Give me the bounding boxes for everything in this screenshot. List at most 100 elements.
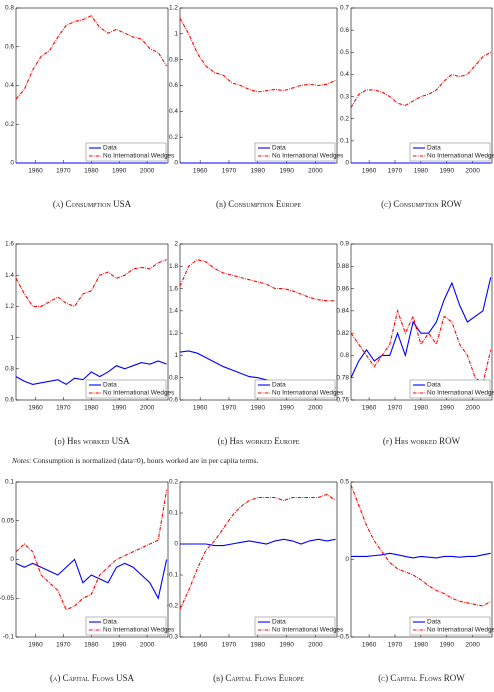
x-tick-label: 1980: [251, 168, 266, 175]
panel: 0 0.2 0.4 0.6 0.8 1960 1970 1980 1990 2000 DataNo …: [5, 5, 175, 209]
panel: 0.6 0.8 1 1.2 1.4 1.6 1.8 2 1960 1970 1980 1990 2000…: [169, 241, 344, 446]
legend-label: No International Wedges: [272, 627, 344, 634]
y-tick-label: 0.86: [336, 285, 349, 292]
y-tick-label: 1.2: [5, 303, 14, 310]
plot-area: [15, 7, 169, 164]
y-tick-label: 0.6: [169, 397, 178, 404]
notes: Notes: Consumption is normalized (data=0…: [11, 456, 259, 465]
caption: (c) Consumption ROW: [381, 199, 462, 209]
x-tick-label: 2000: [465, 405, 480, 412]
legend-label: Data: [272, 382, 286, 389]
y-tick-label: 0: [10, 556, 14, 563]
x-tick-label: 1960: [28, 642, 43, 649]
x-tick-label: 1960: [362, 168, 377, 175]
legend-label: Data: [103, 382, 117, 389]
x-tick-label: 1970: [388, 168, 403, 175]
y-tick-label: 0.2: [340, 115, 349, 122]
legend-label: No International Wedges: [103, 627, 175, 634]
caption: (a) Capital Flows USA: [50, 673, 134, 683]
x-tick-label: 1990: [112, 168, 127, 175]
x-tick-label: 1990: [439, 168, 454, 175]
y-tick-label: 0.88: [336, 263, 349, 270]
x-tick-label: 1970: [56, 168, 71, 175]
y-tick-label: 1.4: [169, 308, 178, 315]
legend-label: No International Wedges: [103, 153, 175, 160]
x-tick-label: 1960: [28, 168, 43, 175]
y-tick-label: 1: [174, 31, 178, 38]
x-tick-label: 2000: [308, 405, 323, 412]
x-tick-label: 2000: [140, 168, 155, 175]
y-tick-label: 0.1: [5, 479, 14, 486]
panel: 0.6 0.8 1 1.2 1.4 1.6 1960 1970 1980 1990 2000 Data…: [5, 241, 175, 446]
y-tick-label: 1: [174, 352, 178, 359]
x-tick-label: 1990: [279, 168, 294, 175]
panel: 0.76 0.78 0.8 0.82 0.84 0.86 0.88 0.9 1960 1970 19…: [336, 241, 494, 446]
x-tick-label: 1990: [279, 405, 294, 412]
legend-box: [409, 379, 491, 399]
notes-label: Notes: [11, 456, 29, 465]
legend-box: [254, 616, 336, 636]
y-tick-label: 0.1: [169, 510, 178, 517]
x-tick-label: 1980: [414, 405, 429, 412]
legend-box: [85, 616, 167, 636]
y-tick-label: 0: [10, 160, 14, 167]
caption: (f) Hrs worked ROW: [383, 436, 461, 446]
x-tick-label: 1980: [414, 168, 429, 175]
plot-area: [179, 243, 338, 401]
legend-label: Data: [427, 382, 441, 389]
series-line: [15, 15, 168, 100]
x-tick-label: 1970: [388, 405, 403, 412]
caption: (b) Capital Flows Europe: [213, 673, 304, 683]
x-tick-label: 1960: [362, 642, 377, 649]
y-tick-label: 0.3: [340, 93, 349, 100]
y-tick-label: 0.7: [340, 5, 349, 12]
caption: (e) Hrs worked Europe: [218, 436, 300, 446]
series-line: [179, 259, 336, 302]
caption: (d) Hrs worked USA: [54, 436, 130, 446]
legend-label: Data: [272, 619, 286, 626]
series-line: [179, 18, 336, 93]
x-tick-label: 1990: [439, 642, 454, 649]
series-line: [15, 489, 168, 611]
y-tick-label: 0.4: [340, 71, 349, 78]
x-tick-label: 2000: [140, 405, 155, 412]
y-tick-label: 0.2: [169, 134, 178, 141]
legend-label: Data: [427, 619, 441, 626]
y-tick-label: -0.5: [338, 634, 350, 641]
series-line: [351, 552, 491, 559]
plot-area: [350, 7, 493, 164]
x-tick-label: 1980: [84, 642, 99, 649]
legend-label: No International Wedges: [427, 390, 494, 397]
legend-label: No International Wedges: [427, 627, 494, 634]
y-tick-label: 0.6: [5, 43, 14, 50]
y-tick-label: 0.9: [340, 241, 349, 248]
y-tick-label: -0.1: [167, 572, 179, 579]
legend-box: [85, 142, 167, 162]
legend-box: [85, 379, 167, 399]
y-tick-label: 0.2: [169, 479, 178, 486]
legend-box: [409, 142, 491, 162]
x-tick-label: 2000: [465, 642, 480, 649]
panel: 0 0.1 0.2 0.3 0.4 0.5 0.6 0.7 1960 1970 1980 1990 20…: [340, 5, 494, 209]
y-tick-label: 0.84: [336, 308, 349, 315]
series-line: [15, 360, 167, 386]
legend-box: [409, 616, 491, 636]
caption: (a) Consumption USA: [53, 199, 132, 209]
x-tick-label: 1990: [112, 405, 127, 412]
y-tick-label: 0.4: [169, 108, 178, 115]
y-tick-label: 0.8: [5, 366, 14, 373]
y-tick-label: 2: [174, 241, 178, 248]
legend-label: No International Wedges: [103, 390, 175, 397]
y-tick-label: 0: [345, 556, 349, 563]
y-tick-label: 0.8: [5, 5, 14, 12]
y-tick-label: 1.2: [169, 330, 178, 337]
x-tick-label: 1990: [439, 405, 454, 412]
y-tick-label: 0.2: [5, 121, 14, 128]
y-tick-label: -0.1: [3, 634, 15, 641]
x-tick-label: 1960: [193, 642, 208, 649]
series-line: [179, 493, 336, 610]
x-tick-label: 2000: [308, 168, 323, 175]
legend-box: [254, 142, 336, 162]
